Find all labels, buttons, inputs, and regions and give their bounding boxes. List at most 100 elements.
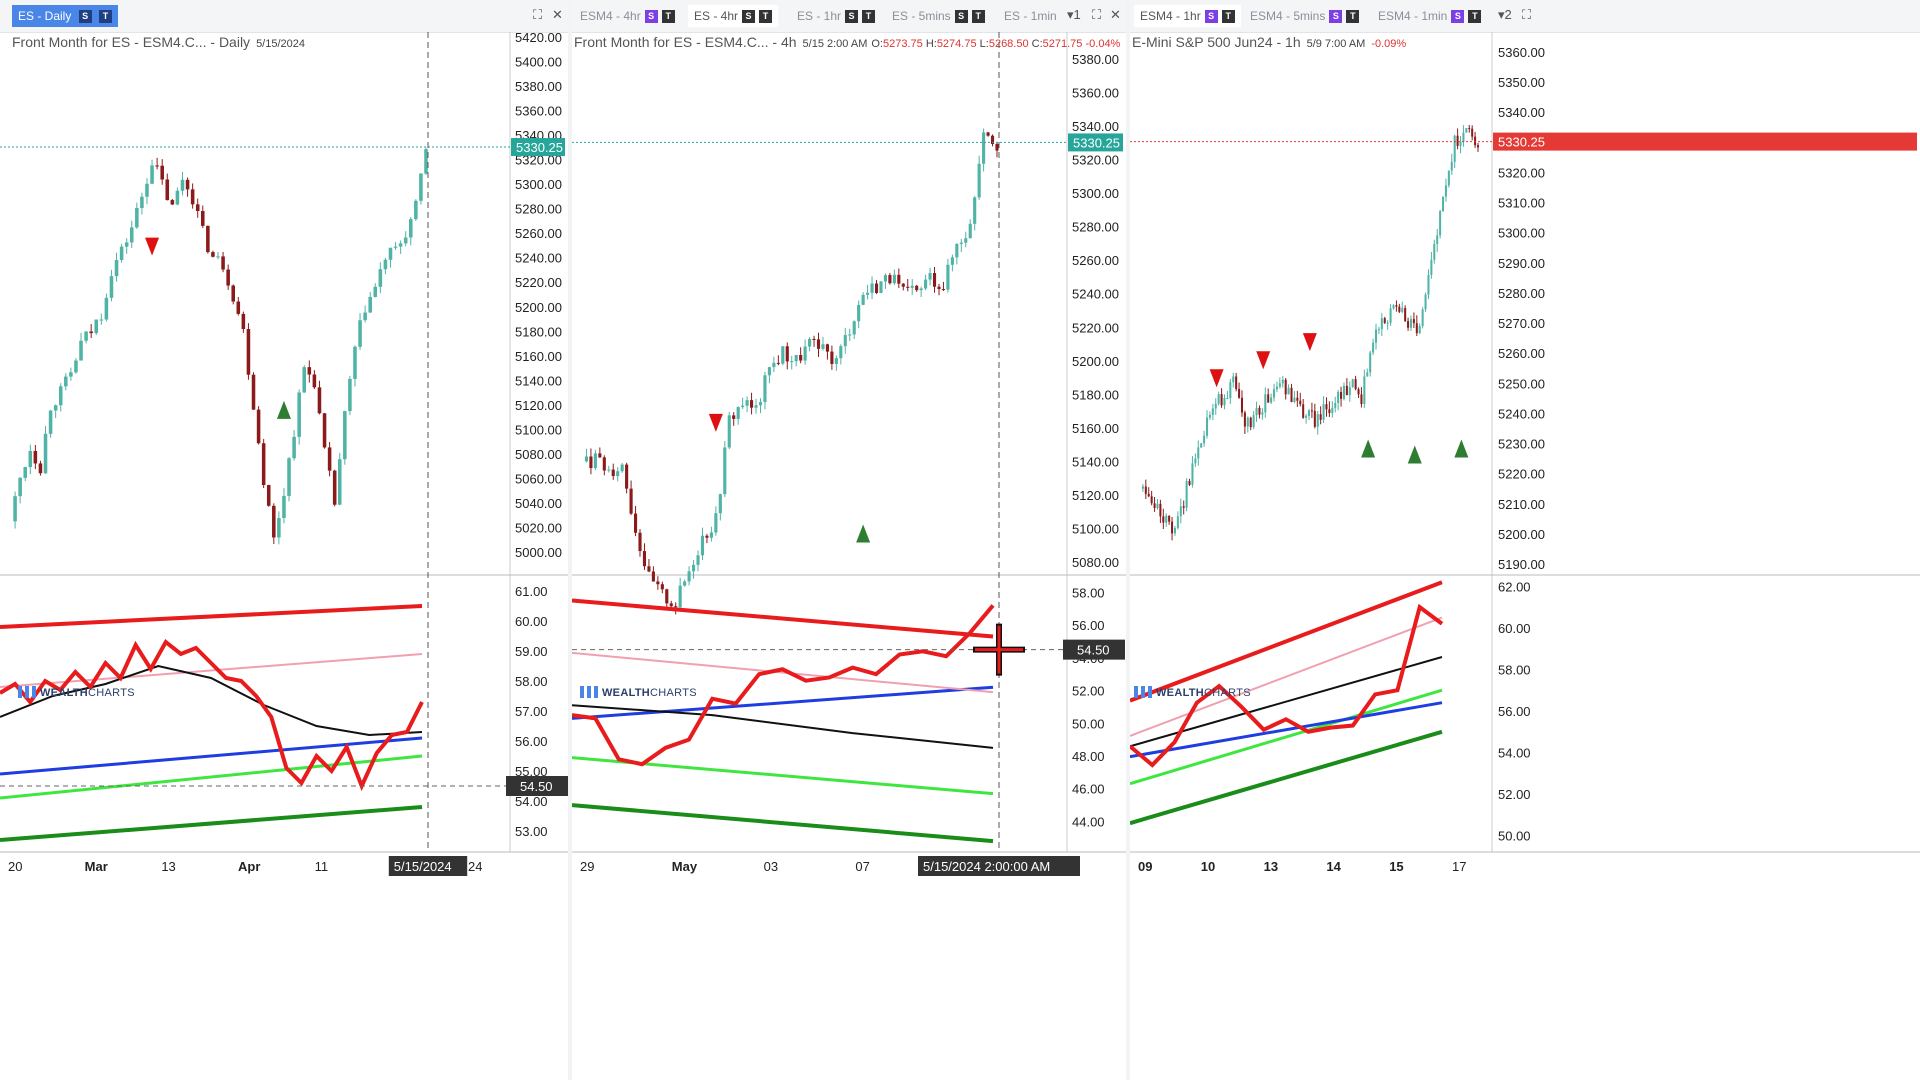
- badge-s[interactable]: S: [1451, 10, 1465, 24]
- candle-body: [941, 289, 946, 291]
- close-icon[interactable]: ✕: [1110, 7, 1121, 22]
- candle-body: [660, 584, 664, 590]
- close-icon[interactable]: ✕: [552, 7, 563, 22]
- candle-body: [28, 450, 33, 468]
- badge-s[interactable]: S: [644, 10, 658, 24]
- last-price-label: 5330.25: [1073, 135, 1120, 150]
- date-tick-label: 17: [1452, 859, 1466, 874]
- maximize-icon[interactable]: ⛶: [1092, 7, 1102, 22]
- candle-body: [1459, 141, 1462, 146]
- price-tick-label: 5280.00: [515, 202, 562, 217]
- tab-es-daily[interactable]: ES - Daily S T: [12, 5, 119, 27]
- badge-t[interactable]: T: [971, 10, 985, 24]
- candle-body: [414, 200, 418, 220]
- candle-body: [1313, 410, 1316, 427]
- price-tick-label: 5080.00: [515, 447, 562, 462]
- layout-dropdown[interactable]: ▾1: [1067, 7, 1081, 22]
- badge-s[interactable]: S: [845, 10, 859, 24]
- tab-es-5mins[interactable]: ES - 5mins S T: [892, 5, 985, 27]
- candle-body: [1270, 397, 1273, 403]
- candle-body: [950, 257, 954, 265]
- candle-body: [776, 362, 780, 364]
- badge-s[interactable]: S: [954, 10, 968, 24]
- candle-body: [1415, 323, 1418, 334]
- candle-body: [201, 211, 205, 226]
- candle-body: [1185, 481, 1188, 508]
- price-tick-label: 5360.00: [1072, 86, 1119, 101]
- badge-s[interactable]: S: [1204, 10, 1218, 24]
- candle-body: [620, 464, 624, 472]
- tab-es-1hr[interactable]: ES - 1hr S T: [797, 5, 876, 27]
- rsi-line: [572, 604, 995, 767]
- tab-es-1min[interactable]: ES - 1min: [1004, 9, 1057, 23]
- date-tick-label: 20: [8, 859, 22, 874]
- maximize-icon[interactable]: ⛶: [533, 7, 543, 22]
- candle-body: [834, 358, 838, 364]
- candle-body: [683, 581, 687, 586]
- candle-body: [1462, 132, 1465, 142]
- candle-body: [1302, 404, 1305, 418]
- maximize-icon[interactable]: ⛶: [1522, 7, 1532, 22]
- candle-body: [1331, 407, 1334, 414]
- tab-esm4-1hr[interactable]: ESM4 - 1hr S T: [1134, 5, 1241, 27]
- candle-body: [843, 335, 847, 347]
- badge-t[interactable]: T: [1221, 10, 1235, 24]
- candle-body: [1328, 409, 1331, 414]
- price-tick-label: 5210.00: [1498, 497, 1545, 512]
- candle-body: [1147, 493, 1150, 497]
- sell-signal-arrow: [1209, 369, 1224, 388]
- chart-canvas-right[interactable]: 5360.005350.005340.005330.005320.005310.…: [1130, 0, 1920, 1080]
- candle-body: [185, 179, 190, 190]
- badge-t[interactable]: T: [862, 10, 876, 24]
- candle-body: [1444, 185, 1447, 197]
- indicator-tick-label: 55.00: [515, 764, 548, 779]
- candle-body: [226, 269, 230, 286]
- tab-esm4-5mins[interactable]: ESM4 - 5mins S T: [1250, 5, 1360, 27]
- candle-body: [1168, 515, 1171, 522]
- candle-body: [64, 376, 68, 387]
- badge-t[interactable]: T: [759, 10, 773, 24]
- price-tick-label: 5200.00: [1072, 354, 1119, 369]
- layout-dropdown[interactable]: ▾2: [1498, 7, 1512, 22]
- candle-body: [1205, 417, 1209, 436]
- candle-body: [803, 346, 807, 361]
- candle-body: [155, 165, 159, 167]
- badge-s[interactable]: S: [742, 10, 756, 24]
- candle-body: [1363, 376, 1366, 405]
- badge-t[interactable]: T: [661, 10, 675, 24]
- tab-esm4-1min[interactable]: ESM4 - 1min S T: [1378, 5, 1482, 27]
- indicator-tick-label: 54.00: [515, 794, 548, 809]
- candle-body: [790, 361, 794, 363]
- last-price-label: 5330.25: [1498, 135, 1545, 150]
- chart-canvas-left[interactable]: 5420.005400.005380.005360.005340.005320.…: [0, 0, 568, 1080]
- badge-t[interactable]: T: [1346, 10, 1360, 24]
- price-tick-label: 5420.00: [515, 30, 562, 45]
- candle-body: [363, 312, 367, 321]
- price-tick-label: 5220.00: [1498, 467, 1545, 482]
- candle-body: [89, 331, 93, 334]
- candle-body: [1246, 417, 1249, 427]
- chart-title: E-Mini S&P 500 Jun24 - 1h: [1132, 34, 1301, 50]
- badge-s[interactable]: S: [1329, 10, 1343, 24]
- tab-es-4hr[interactable]: ES - 4hr S T: [688, 5, 779, 27]
- candle-body: [1278, 383, 1281, 387]
- price-tick-label: 5290.00: [1498, 256, 1545, 271]
- last-price-badge: [1493, 132, 1917, 151]
- candle-body: [1421, 309, 1424, 326]
- candle-body: [1165, 515, 1168, 523]
- tab-esm4-4hr[interactable]: ESM4 - 4hr S T: [580, 5, 675, 27]
- candle-body: [1476, 145, 1480, 148]
- badge-t[interactable]: T: [99, 10, 113, 24]
- chart-header: Front Month for ES - ESM4.C... - Daily 5/…: [12, 34, 305, 50]
- chart-canvas-middle[interactable]: 5380.00 5360.00 5340.00 5320.00 5300.00 5280.…: [572, 0, 1126, 1080]
- candle-body: [1471, 128, 1474, 137]
- candle-body: [1203, 435, 1206, 444]
- candle-body: [861, 294, 865, 305]
- candle-body: [1200, 443, 1203, 448]
- indicator-tick-label: 50.00: [1072, 716, 1105, 731]
- candle-body: [1305, 415, 1308, 418]
- badge-s[interactable]: S: [78, 10, 92, 24]
- candle-body: [901, 283, 905, 287]
- badge-t[interactable]: T: [1468, 10, 1482, 24]
- candle-body: [1293, 397, 1296, 402]
